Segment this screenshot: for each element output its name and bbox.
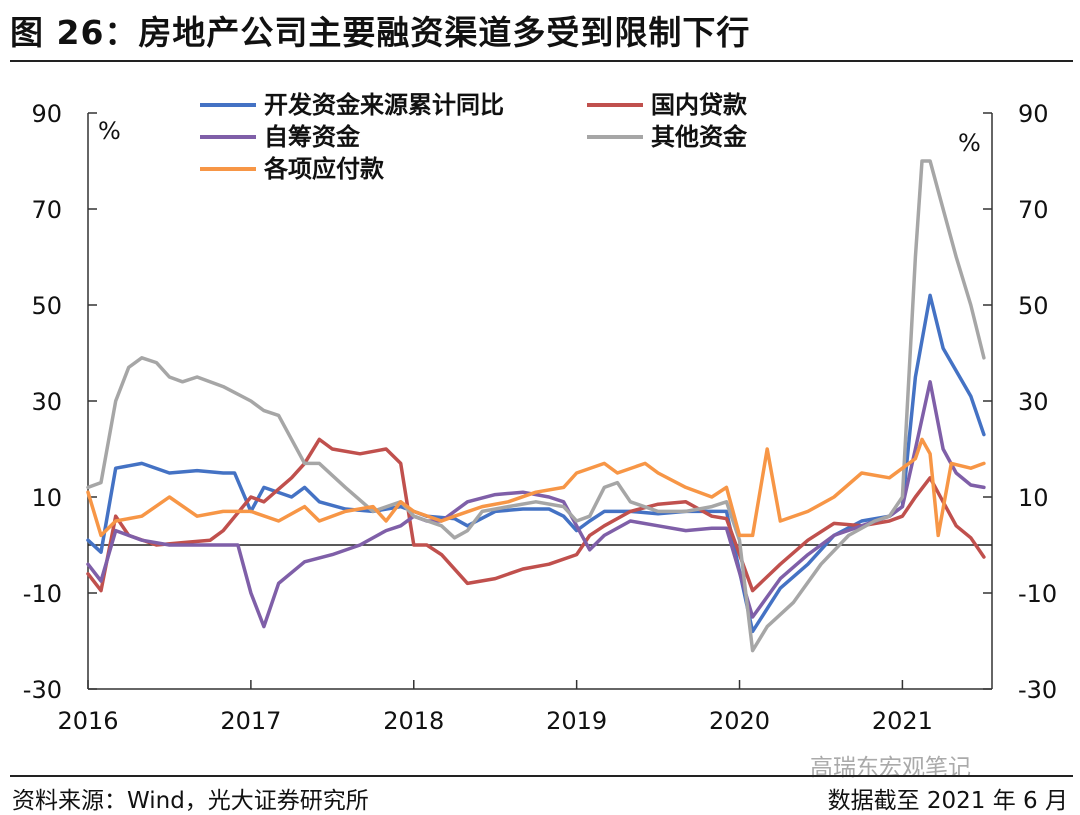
y-tick-label-right: 50 <box>1018 292 1049 320</box>
x-tick-label: 2021 <box>872 707 933 735</box>
x-tick-label: 2019 <box>546 707 607 735</box>
y-tick-label-right: 30 <box>1018 388 1049 416</box>
series-line-1 <box>86 293 986 634</box>
y-tick-label-right: -10 <box>1018 580 1057 608</box>
y-tick-label-left: 70 <box>31 196 62 224</box>
y-unit-right: % <box>958 129 981 157</box>
y-tick-label-left: 10 <box>31 484 62 512</box>
x-tick-label: 2018 <box>383 707 444 735</box>
x-tick-label: 2017 <box>220 707 281 735</box>
y-tick-label-left: 30 <box>31 388 62 416</box>
x-tick-label: 2016 <box>57 707 118 735</box>
series-layer <box>86 159 986 653</box>
series-line-2 <box>86 437 986 593</box>
data-cutoff-note: 数据截至 2021 年 6 月 <box>827 788 1068 814</box>
y-tick-label-left: -10 <box>23 580 62 608</box>
legend-label-4: 其他资金 <box>651 123 748 151</box>
axes-layer: -30 -30 -10 -10 10 10 30 30 50 50 70 70 90 90 2016 2017… <box>23 100 1057 735</box>
y-tick-label-right: 70 <box>1018 196 1049 224</box>
legend-label-1: 开发资金来源累计同比 <box>264 91 504 119</box>
footer-divider <box>10 775 1073 777</box>
y-unit-left: % <box>98 117 121 145</box>
y-tick-label-right: 10 <box>1018 484 1049 512</box>
legend-label-2: 国内贷款 <box>651 91 748 119</box>
title-divider <box>10 60 1073 62</box>
x-tick-label: 2020 <box>709 707 770 735</box>
y-tick-label-right: 90 <box>1018 100 1049 128</box>
legend-label-3: 自筹资金 <box>264 123 361 151</box>
series-line-3 <box>86 380 986 629</box>
source-note: 资料来源：Wind，光大证券研究所 <box>12 788 369 814</box>
y-tick-label-left: -30 <box>23 676 62 704</box>
figure-title: 图 26：房地产公司主要融资渠道多受到限制下行 <box>10 13 751 52</box>
series-line-5 <box>86 437 986 538</box>
series-line-4 <box>86 159 986 653</box>
legend-label-5: 各项应付款 <box>263 155 385 183</box>
y-tick-label-left: 90 <box>31 100 62 128</box>
y-tick-label-left: 50 <box>31 292 62 320</box>
y-tick-label-right: -30 <box>1018 676 1057 704</box>
